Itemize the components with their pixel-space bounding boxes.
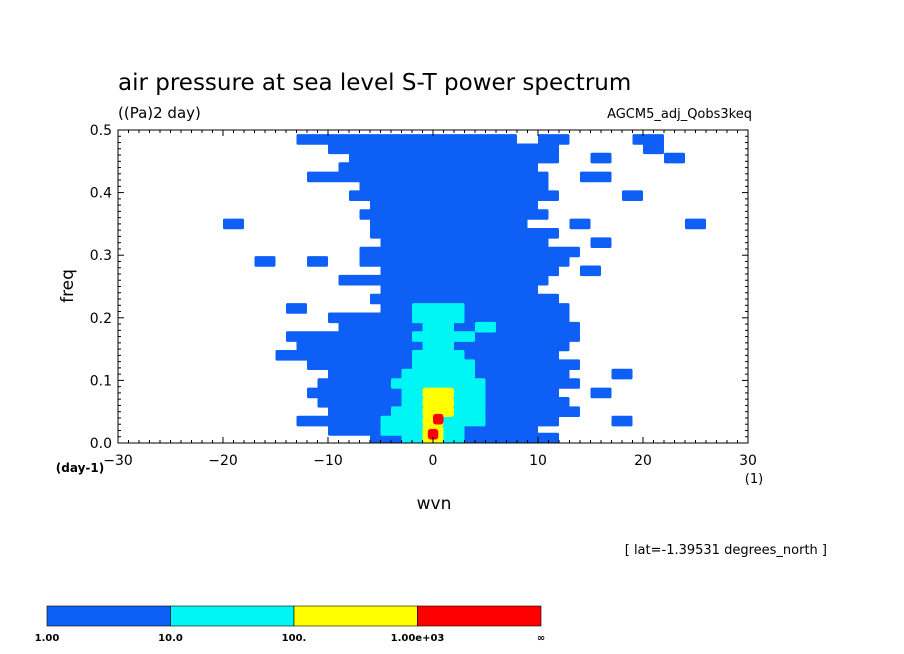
colorbar-label: 1.00e+03 <box>391 633 445 644</box>
contour-cell-level-2 <box>401 368 475 380</box>
x-tick-labels: −30 −20 −10 0 10 20 30 <box>103 453 757 469</box>
contour-cell-level-1 <box>643 143 664 155</box>
y-axis-label: freq <box>58 269 78 303</box>
contour-cell-level-3 <box>422 406 454 417</box>
contour-cell-level-1 <box>632 134 664 145</box>
contour-cell-level-1 <box>307 256 328 267</box>
contour-cell-level-1 <box>380 284 538 295</box>
colorbar <box>46 605 542 627</box>
contour-cell-level-1 <box>685 218 706 230</box>
contour-cell-level-1 <box>359 246 580 258</box>
contour-cell-level-1 <box>538 134 570 145</box>
contour-cell-level-1 <box>380 237 549 248</box>
y-tick-label: 0.1 <box>90 373 112 389</box>
contour-cell-level-1 <box>590 237 612 248</box>
colorbar-swatch <box>293 605 418 627</box>
contour-cell-level-2 <box>391 378 486 389</box>
contour-cell-level-2 <box>412 303 465 314</box>
contour-cell-level-1 <box>590 387 612 399</box>
colorbar-swatch <box>170 605 295 627</box>
y-tick-label: 0.4 <box>90 186 112 202</box>
y-tick-label: 0.3 <box>90 248 112 264</box>
contour-cell-level-2 <box>412 312 465 324</box>
colorbar-swatch <box>46 605 171 627</box>
colorbar-label: 10.0 <box>158 633 183 644</box>
contour-cell-level-1 <box>349 190 559 201</box>
contour-cell-level-2 <box>412 350 465 361</box>
colorbar-label: ∞ <box>537 633 545 644</box>
contour-cell-level-2 <box>422 321 454 333</box>
x-tick-label: 10 <box>529 453 547 469</box>
contour-cell-level-1 <box>338 274 549 286</box>
x-tick-label: −30 <box>103 453 133 469</box>
contour-cell-level-1 <box>611 368 633 380</box>
contour-cell-level-1 <box>590 152 612 164</box>
contour-cell-level-1 <box>338 162 538 173</box>
y-axis-unit: (day-1) <box>56 461 104 475</box>
colorbar-labels: 1.00 10.0 100. 1.00e+03 ∞ <box>35 633 546 644</box>
contour-cell-level-1 <box>370 293 559 305</box>
y-tick-labels: 0.0 0.1 0.2 0.3 0.4 0.5 <box>90 123 112 452</box>
x-tick-label: −10 <box>313 453 343 469</box>
contour-cell-level-1 <box>370 199 538 211</box>
chart-title: air pressure at sea level S-T power spec… <box>118 70 631 96</box>
latitude-annotation: [ lat=-1.39531 degrees_north ] <box>625 543 827 558</box>
contour-cell-level-1 <box>359 256 570 267</box>
units-label: ((Pa)2 day) <box>118 104 201 122</box>
contour-cell-level-1 <box>580 171 612 183</box>
contour-cell-level-1 <box>380 303 570 314</box>
colorbar-label: 100. <box>282 633 307 644</box>
contour-cell-level-2 <box>422 340 454 352</box>
x-tick-label: −20 <box>208 453 238 469</box>
contour-cell-level-1 <box>370 218 528 230</box>
contour-cell-level-4 <box>427 428 439 440</box>
contour-cell-level-3 <box>422 397 454 408</box>
y-tick-label: 0.2 <box>90 311 112 327</box>
contour-cell-level-2 <box>412 331 475 342</box>
contour-cell-level-1 <box>611 415 633 427</box>
x-tick-label: 0 <box>429 453 438 469</box>
contour-cell-level-2 <box>412 359 475 370</box>
contour-cell-level-1 <box>370 228 559 239</box>
contour-cell-level-1 <box>664 152 685 164</box>
contour-cell-level-1 <box>580 265 601 277</box>
contour-cell-level-1 <box>223 218 244 230</box>
plot-frame <box>117 129 749 444</box>
contour-cell-level-1 <box>286 303 307 314</box>
contour-cell-level-1 <box>569 218 591 230</box>
y-tick-label: 0.5 <box>90 123 112 139</box>
contour-cell-level-4 <box>433 413 444 425</box>
colorbar-swatch <box>417 605 542 627</box>
colorbar-label: 1.00 <box>35 633 60 644</box>
contour-cell-level-3 <box>422 387 454 399</box>
x-tick-label: 20 <box>634 453 652 469</box>
contour-cell-level-1 <box>349 152 559 164</box>
x-axis-label: wvn <box>417 494 452 514</box>
contour-cell-level-1 <box>338 321 580 333</box>
contour-field <box>223 134 706 443</box>
y-tick-label: 0.0 <box>90 436 112 452</box>
contour-cell-level-1 <box>359 209 549 220</box>
contour-cell-level-1 <box>307 171 549 183</box>
contour-cell-level-1 <box>380 265 559 277</box>
contour-cell-level-2 <box>475 321 496 333</box>
contour-cell-level-1 <box>359 181 549 192</box>
contour-cell-level-1 <box>296 134 517 145</box>
x-axis-unit: (1) <box>745 472 763 487</box>
x-tick-label: 30 <box>739 453 757 469</box>
experiment-label: AGCM5_adj_Qobs3keq <box>607 107 752 122</box>
contour-cell-level-1 <box>328 143 559 155</box>
contour-cell-level-1 <box>622 190 643 201</box>
contour-cell-level-1 <box>254 256 276 267</box>
